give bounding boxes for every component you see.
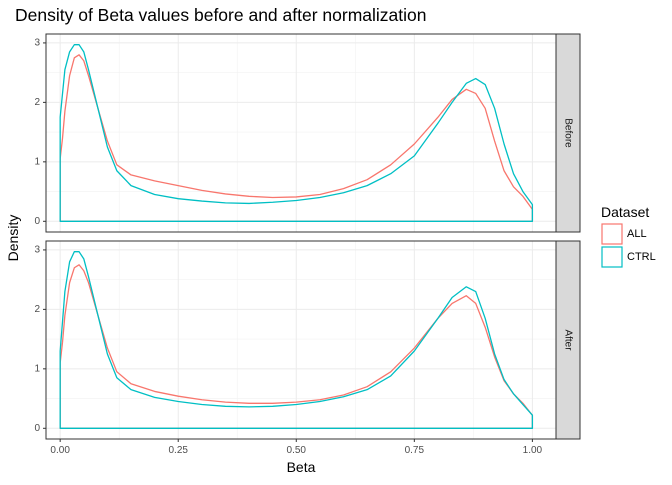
x-tick-label: 0.50 [287, 445, 307, 456]
facet-strip [555, 240, 581, 440]
legend-title: Dataset [601, 204, 649, 220]
legend: Dataset ALL CTRL [601, 204, 656, 268]
facet-strip [555, 33, 581, 233]
x-tick-label: 0.75 [405, 445, 425, 456]
y-tick-label: 0 [34, 216, 40, 227]
facet-strip-label: Before [563, 118, 574, 148]
y-tick-label: 1 [34, 156, 40, 167]
legend-key-ctrl [601, 246, 623, 268]
y-tick-label: 1 [34, 363, 40, 374]
panel-border [45, 33, 557, 233]
density-curve-ctrl [59, 251, 534, 429]
facet-strip-label: After [563, 329, 574, 351]
x-tick-label: 0.00 [50, 445, 70, 456]
y-axis-label: Density [5, 215, 21, 262]
legend-key-all [601, 223, 623, 245]
panel-border [45, 240, 557, 440]
density-curve-all [59, 54, 534, 222]
y-tick-label: 0 [34, 423, 40, 434]
x-axis-label: Beta [287, 459, 316, 475]
legend-label-ctrl: CTRL [627, 251, 656, 263]
x-tick-label: 1.00 [523, 445, 543, 456]
density-curve-ctrl [59, 44, 534, 222]
y-tick-label: 2 [34, 304, 40, 315]
legend-label-all: ALL [627, 228, 647, 240]
y-tick-label: 3 [34, 244, 40, 255]
y-tick-label: 2 [34, 97, 40, 108]
facet-panel-before: Before 0 1 2 3 [34, 33, 581, 233]
density-curve-all [59, 264, 534, 429]
facet-panels: Before 0 1 2 3 After 0 1 2 3 0.00 0.25 0.50 0.75 1.00 [34, 33, 581, 456]
y-tick-label: 3 [34, 37, 40, 48]
facet-panel-after: After 0 1 2 3 [34, 240, 581, 440]
x-tick-label: 0.25 [168, 445, 188, 456]
chart-title: Density of Beta values before and after … [15, 5, 426, 25]
